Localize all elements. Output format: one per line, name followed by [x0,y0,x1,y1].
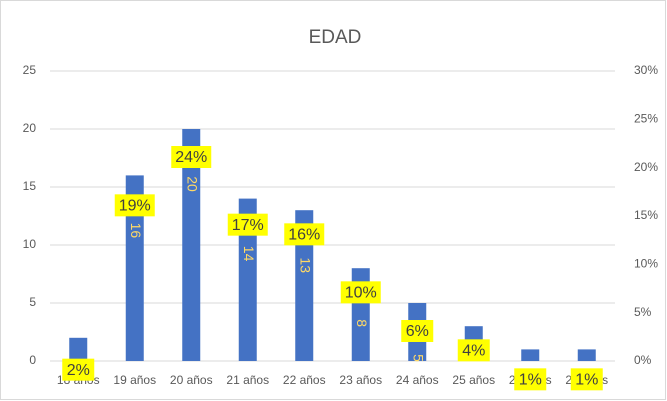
y2-tick-label: 15% [634,208,658,222]
percent-label-box [401,320,434,342]
y2-tick-label: 0% [634,353,652,367]
bar [521,349,540,361]
bar [69,337,88,361]
percent-label-box [457,339,490,362]
bar-value-label: 14 [241,246,257,262]
x-tick-label: 22 años [283,373,326,387]
y2-tick-label: 10% [634,257,658,271]
percent-label-box [227,213,268,236]
percent-label: 6% [406,323,429,340]
bar-value-label: 13 [298,257,314,273]
percent-label-box [284,223,325,246]
bar-value-label: 5 [411,354,427,362]
bar [577,349,596,361]
y-tick-label: 10 [23,237,37,251]
bar-value-label: 16 [128,223,144,239]
bar [295,210,314,361]
y2-tick-label: 20% [634,160,658,174]
x-tick-label: 25 años [452,373,495,387]
y2-tick-label: 5% [634,305,652,319]
x-tick-label: 20 años [170,373,213,387]
percent-label: 19% [119,198,151,215]
percent-label: 16% [288,227,320,244]
percent-label: 4% [462,343,485,360]
percent-label: 10% [345,285,377,302]
y2-tick-label: 25% [634,112,658,126]
y-tick-label: 15 [23,179,37,193]
y2-tick-label: 30% [634,63,658,77]
y-tick-label: 25 [23,63,37,77]
percent-label-box [62,358,95,381]
percent-label: 24% [175,149,207,166]
x-tick-label: 23 años [339,373,382,387]
bar-value-label: 20 [185,176,201,192]
bar [125,175,144,361]
percent-label: 2% [67,362,90,379]
bar [238,198,257,361]
percent-label-box [570,368,603,391]
x-tick-label: 21 años [226,373,269,387]
percent-label: 17% [232,217,264,234]
bar [182,129,201,361]
percent-label-box [114,194,155,217]
bar-value-label: 8 [354,319,370,327]
chart-title: EDAD [309,27,362,48]
y-tick-label: 20 [23,121,37,135]
percent-label-box [514,368,547,391]
y-tick-label: 5 [29,295,36,309]
percent-label-box [171,146,212,168]
x-tick-label: 24 años [396,373,439,387]
percent-label: 1% [575,372,598,389]
percent-label-box [340,281,381,304]
percent-label: 1% [519,372,542,389]
y-tick-label: 0 [29,353,36,367]
x-tick-label: 19 años [113,373,156,387]
